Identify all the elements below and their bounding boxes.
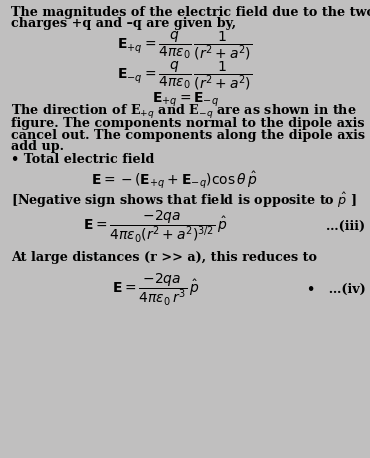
Text: $\mathbf{E} = \dfrac{-2qa}{4\pi\varepsilon_0\,r^3}\,\hat{p}$: $\mathbf{E} = \dfrac{-2qa}{4\pi\varepsil…	[112, 271, 199, 308]
Text: $\mathbf{E}_{+q} = \mathbf{E}_{-q}$: $\mathbf{E}_{+q} = \mathbf{E}_{-q}$	[152, 91, 218, 109]
Text: $\mathbf{E} = -(\mathbf{E}_{+q} + \mathbf{E}_{-q})\cos\theta\,\hat{p}$: $\mathbf{E} = -(\mathbf{E}_{+q} + \mathb…	[91, 169, 257, 191]
Text: [Negative sign shows that field is opposite to $\hat{p}$ ]: [Negative sign shows that field is oppos…	[11, 191, 357, 210]
Text: The magnitudes of the electric field due to the two: The magnitudes of the electric field due…	[11, 6, 370, 19]
Text: At large distances (r >> a), this reduces to: At large distances (r >> a), this reduce…	[11, 251, 317, 264]
Text: cancel out. The components along the dipole axis: cancel out. The components along the dip…	[11, 129, 365, 142]
Text: figure. The components normal to the dipole axis: figure. The components normal to the dip…	[11, 117, 364, 130]
Text: charges +q and –q are given by,: charges +q and –q are given by,	[11, 17, 236, 30]
Text: $\mathbf{E}_{+q} = \dfrac{q}{4\pi\varepsilon_0}\,\dfrac{1}{(r^2+a^2)}$: $\mathbf{E}_{+q} = \dfrac{q}{4\pi\vareps…	[117, 29, 253, 62]
Text: •   …(iv): • …(iv)	[307, 283, 366, 296]
Text: • Total electric field: • Total electric field	[11, 153, 155, 166]
Text: $\mathbf{E}_{-q} = \dfrac{q}{4\pi\varepsilon_0}\,\dfrac{1}{(r^2+a^2)}$: $\mathbf{E}_{-q} = \dfrac{q}{4\pi\vareps…	[117, 59, 253, 92]
Text: add up.: add up.	[11, 140, 64, 153]
Text: …(iii): …(iii)	[326, 220, 365, 233]
Text: $\mathbf{E} = \dfrac{-2qa}{4\pi\varepsilon_0(r^2+a^2)^{3/2}}\,\hat{p}$: $\mathbf{E} = \dfrac{-2qa}{4\pi\varepsil…	[83, 208, 228, 245]
Text: The direction of E$_{+q}$ and E$_{-q}$ are as shown in the: The direction of E$_{+q}$ and E$_{-q}$ a…	[11, 103, 357, 121]
